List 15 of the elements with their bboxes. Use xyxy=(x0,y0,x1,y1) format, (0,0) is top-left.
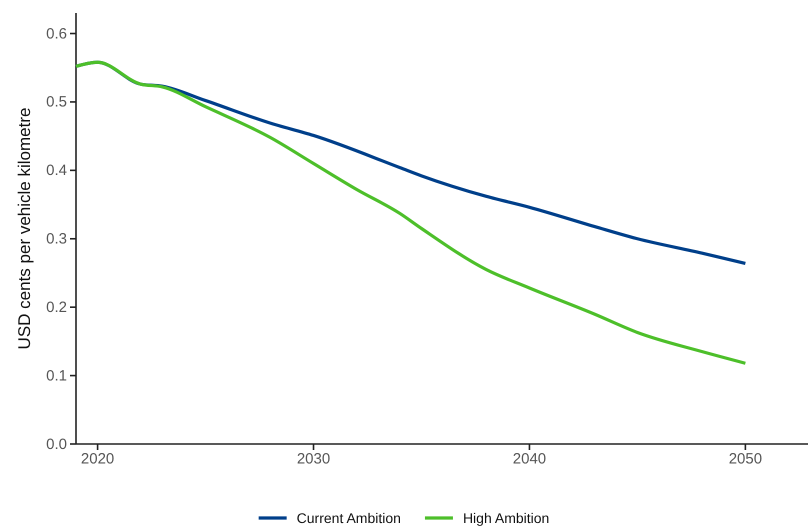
x-tick-label: 2020 xyxy=(80,450,114,468)
y-tick-label: 0.1 xyxy=(46,367,67,384)
y-tick-label: 0.2 xyxy=(46,298,67,316)
line-series xyxy=(74,60,747,365)
x-tick-label: 2030 xyxy=(296,450,330,468)
y-tick-label: 0.5 xyxy=(46,94,67,111)
y-tick-label: 0.6 xyxy=(46,25,67,42)
x-tick-label: 2040 xyxy=(512,450,546,468)
legend-label: High Ambition xyxy=(462,510,550,526)
y-tick-label: 0.0 xyxy=(46,436,67,453)
y-tick-label: 0.4 xyxy=(46,162,67,180)
x-tick-label: 2050 xyxy=(728,450,762,468)
legend-label: Current Ambition xyxy=(296,510,401,526)
y-tick-label: 0.3 xyxy=(46,230,67,248)
y-axis-title: USD cents per vehicle kilometre xyxy=(15,108,34,350)
